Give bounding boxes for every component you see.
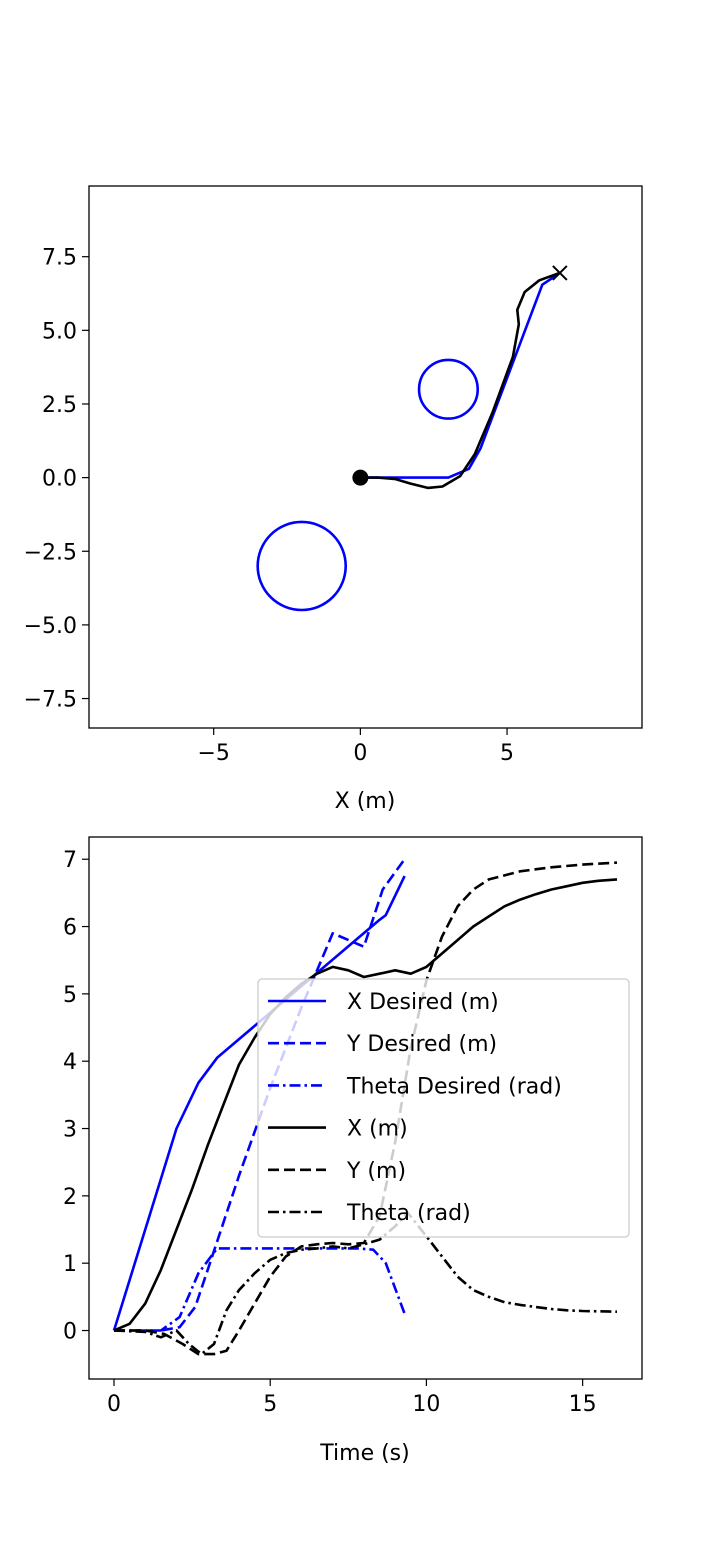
legend-item: Theta Desired (rad) bbox=[268, 1074, 562, 1099]
y-tick-label: 0.0 bbox=[42, 467, 77, 492]
series-lines bbox=[112, 858, 618, 1356]
series-line-2 bbox=[114, 1247, 406, 1332]
x-tick-label: 0 bbox=[107, 1392, 121, 1417]
paths bbox=[360, 271, 561, 490]
series-line-3 bbox=[113, 878, 618, 1332]
plot-frame bbox=[88, 836, 643, 1380]
x-tick-label: 0 bbox=[353, 741, 367, 766]
legend-item: Theta (rad) bbox=[268, 1201, 471, 1226]
legend-item: X Desired (m) bbox=[268, 990, 499, 1015]
legend-box bbox=[257, 978, 630, 1238]
legend-item: Y (m) bbox=[268, 1159, 406, 1184]
y-tick-label: −5.0 bbox=[24, 614, 77, 639]
y-tick-label: 5.0 bbox=[42, 319, 77, 344]
obstacles bbox=[256, 358, 480, 612]
x-tick-label: 15 bbox=[569, 1392, 597, 1417]
desired-path bbox=[360, 271, 561, 479]
y-tick-label: 0 bbox=[63, 1320, 77, 1345]
x-axis-label: X (m) bbox=[335, 789, 396, 814]
start-marker bbox=[352, 469, 369, 486]
legend-label: Theta Desired (rad) bbox=[346, 1074, 562, 1099]
legend: X Desired (m) Y Desired (m) Theta Desired … bbox=[257, 978, 630, 1238]
obstacle-large bbox=[256, 520, 347, 612]
y-tick-label: 6 bbox=[63, 916, 77, 941]
legend-item: X (m) bbox=[268, 1117, 408, 1142]
y-tick-label: 1 bbox=[63, 1252, 77, 1277]
x-tick-label: 5 bbox=[500, 741, 514, 766]
x-tick-label: 10 bbox=[412, 1392, 440, 1417]
legend-label: X Desired (m) bbox=[347, 990, 499, 1015]
series-line-0 bbox=[112, 875, 406, 1331]
series-line-4 bbox=[114, 861, 618, 1356]
y-tick-label: 7.5 bbox=[42, 246, 77, 271]
y-tick-label: 5 bbox=[63, 983, 77, 1008]
y-ticks: 0 1 2 3 4 5 6 7 bbox=[63, 848, 89, 1345]
y-ticks: 7.5 5.0 2.5 0.0 −2.5 −5.0 −7.5 bbox=[24, 246, 89, 713]
y-tick-label: −2.5 bbox=[24, 540, 77, 565]
y-tick-label: −7.5 bbox=[24, 688, 77, 713]
plot-frame bbox=[88, 185, 643, 729]
series-line-5 bbox=[113, 1211, 618, 1356]
x-tick-label: −5 bbox=[197, 741, 229, 766]
x-axis-label: Time (s) bbox=[319, 1441, 409, 1466]
y-tick-label: 7 bbox=[63, 848, 77, 873]
y-tick-label: 4 bbox=[63, 1050, 77, 1075]
trajectory-plot: −5 0 5 7.5 5.0 2.5 0.0 −2.5 −5.0 −7.5 X (m) bbox=[24, 185, 643, 814]
obstacle-small bbox=[417, 358, 480, 420]
legend-label: Y (m) bbox=[346, 1159, 406, 1184]
goal-marker bbox=[552, 265, 568, 281]
legend-label: Theta (rad) bbox=[346, 1201, 471, 1226]
legend-item: Y Desired (m) bbox=[268, 1032, 497, 1057]
x-ticks: −5 0 5 bbox=[197, 728, 514, 766]
x-ticks: 0 5 10 15 bbox=[107, 1379, 597, 1417]
legend-label: X (m) bbox=[347, 1117, 408, 1142]
y-tick-label: 2 bbox=[63, 1185, 77, 1210]
actual-path bbox=[360, 271, 561, 490]
markers bbox=[352, 265, 568, 486]
y-tick-label: 2.5 bbox=[42, 393, 77, 418]
y-tick-label: 3 bbox=[63, 1118, 77, 1143]
series-line-1 bbox=[114, 858, 406, 1332]
legend-label: Y Desired (m) bbox=[346, 1032, 497, 1057]
time-series-plot: 0 5 10 15 0 1 2 3 4 5 6 7 Time (s) X Desired (m) Y … bbox=[63, 836, 643, 1466]
x-tick-label: 5 bbox=[263, 1392, 277, 1417]
